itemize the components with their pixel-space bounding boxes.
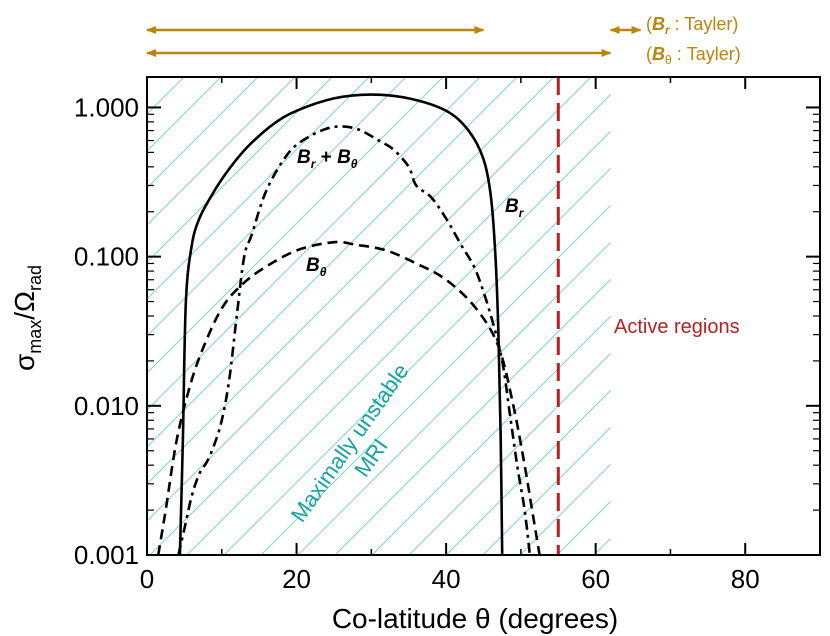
- sum-curve-label: Br + Bθ: [297, 147, 358, 171]
- x-tick-label: 60: [581, 564, 610, 594]
- y-tick-label: 0.001: [74, 540, 139, 570]
- hatch-line: [519, 464, 611, 555]
- y-axis-label: σmax/Ωrad: [9, 265, 45, 371]
- hatch-line: [147, 77, 407, 337]
- mri-label-line1: Maximally unstable: [286, 359, 414, 527]
- hatch-line: [408, 353, 611, 555]
- hatch-line: [147, 77, 518, 448]
- hatch-line: [147, 77, 259, 189]
- hatch-line: [147, 77, 444, 374]
- hatch-line: [260, 205, 611, 555]
- curve-b-r-b-theta: [177, 125, 532, 555]
- x-tick-label: 0: [140, 564, 154, 594]
- x-tick-label: 20: [282, 564, 311, 594]
- curve-b-theta: [156, 240, 541, 555]
- hatch-line: [147, 77, 296, 226]
- y-tick-label: 0.010: [74, 391, 139, 421]
- hatch-line: [147, 77, 222, 152]
- mri-hatch-region: [147, 77, 611, 555]
- tayler-br-label: (Br : Tayler): [646, 14, 738, 37]
- curve-b-r: [178, 93, 504, 555]
- hatch-line: [223, 168, 611, 555]
- x-tick-label: 40: [432, 564, 461, 594]
- hatch-line: [445, 390, 611, 555]
- active-regions-label: Active regions: [614, 316, 740, 338]
- br-curve-label: Br: [505, 196, 525, 220]
- tayler-btheta-label: (Bθ : Tayler): [646, 44, 741, 67]
- hatch-line: [147, 77, 370, 300]
- hatch-line: [147, 77, 481, 411]
- hatch-line: [147, 77, 333, 263]
- hatch-line: [186, 131, 611, 555]
- hatch-line: [482, 427, 611, 555]
- hatch-line: [297, 242, 611, 555]
- y-tick-label: 0.100: [74, 242, 139, 272]
- hatch-line: [149, 94, 611, 555]
- btheta-curve-label: Bθ: [306, 255, 327, 279]
- hatch-line: [147, 77, 555, 485]
- y-tick-label: 1.000: [74, 92, 139, 122]
- hatch-line: [556, 501, 611, 555]
- hatch-line: [334, 279, 611, 555]
- hatch-line: [371, 316, 611, 555]
- x-tick-label: 80: [731, 564, 760, 594]
- svg-text:σmax/Ωrad: σmax/Ωrad: [9, 265, 45, 371]
- hatch-line: [593, 538, 611, 555]
- x-axis-label: Co-latitude θ (degrees): [332, 603, 618, 634]
- hatch-line: [147, 77, 592, 522]
